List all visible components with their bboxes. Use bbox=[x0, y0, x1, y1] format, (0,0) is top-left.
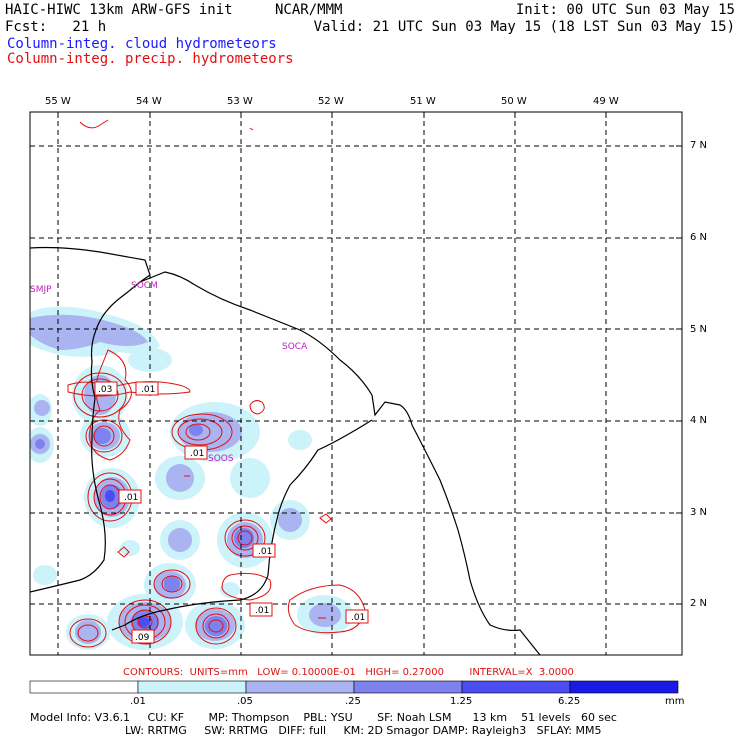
organization-label: NCAR/MMM bbox=[275, 2, 343, 18]
model-info-line2: LW: RRTMG SW: RRTMG DIFF: full KM: 2D Sm… bbox=[125, 724, 602, 737]
svg-text:.09: .09 bbox=[135, 633, 150, 643]
lon-label-53w: 53 W bbox=[227, 96, 253, 107]
contour-label: .01 bbox=[252, 543, 276, 558]
colorbar-bin-1 bbox=[137, 680, 247, 694]
field-precip-label: Column-integ. precip. hydrometeors bbox=[7, 51, 294, 67]
colorbar-bin-2 bbox=[245, 680, 355, 694]
colorbar-bin-4 bbox=[461, 680, 571, 694]
contour-label: .03 bbox=[94, 381, 118, 396]
station-socm: SOCM bbox=[131, 281, 158, 291]
lat-label-2n: 2 N bbox=[690, 598, 708, 609]
lat-label-5n: 5 N bbox=[690, 324, 708, 335]
colorbar bbox=[29, 680, 679, 694]
precip-contours bbox=[67, 119, 366, 648]
svg-text:.01: .01 bbox=[141, 385, 155, 395]
contour-value-labels: .03 .01 .01 .01 .01 .01 .09 .01 bbox=[94, 381, 369, 644]
model-info-line1: Model Info: V3.6.1 CU: KF MP: Thompson P… bbox=[30, 711, 617, 724]
latlon-grid bbox=[30, 112, 682, 655]
colorbar-tick-625: 6.25 bbox=[558, 696, 581, 707]
svg-text:.01: .01 bbox=[255, 606, 269, 616]
contour-label: .01 bbox=[184, 445, 208, 460]
svg-text:.01: .01 bbox=[190, 449, 204, 459]
map-frame bbox=[29, 111, 683, 656]
lon-label-51w: 51 W bbox=[410, 96, 436, 107]
lat-label-4n: 4 N bbox=[690, 415, 708, 426]
lat-label-7n: 7 N bbox=[690, 140, 708, 151]
svg-text:.01: .01 bbox=[351, 613, 365, 623]
svg-text:.01: .01 bbox=[258, 547, 272, 557]
contour-label: .01 bbox=[345, 609, 369, 624]
station-soca: SOCA bbox=[282, 342, 308, 352]
contour-label: .01 bbox=[249, 602, 273, 617]
colorbar-unit: mm bbox=[665, 696, 685, 707]
svg-text:.03: .03 bbox=[98, 385, 112, 395]
colorbar-bin-0 bbox=[29, 680, 139, 694]
lon-label-52w: 52 W bbox=[318, 96, 344, 107]
station-labels: SMJP SOCM SOCA SOOS bbox=[30, 281, 308, 464]
cloud-field-fill bbox=[30, 306, 353, 650]
lon-label-49w: 49 W bbox=[593, 96, 619, 107]
lon-label-55w: 55 W bbox=[45, 96, 71, 107]
field-cloud-label: Column-integ. cloud hydrometeors bbox=[7, 36, 277, 52]
contour-label: .09 bbox=[131, 629, 155, 644]
lon-label-50w: 50 W bbox=[501, 96, 527, 107]
svg-text:.01: .01 bbox=[124, 493, 138, 503]
plot-title: HAIC-HIWC 13km ARW-GFS init bbox=[5, 2, 233, 18]
lon-label-54w: 54 W bbox=[136, 96, 162, 107]
colorbar-tick-001: .01 bbox=[130, 696, 146, 707]
colorbar-tick-005: .05 bbox=[237, 696, 253, 707]
forecast-hour: Fcst: 21 h bbox=[5, 19, 107, 35]
contour-label: .01 bbox=[135, 381, 159, 396]
station-soos: SOOS bbox=[208, 454, 234, 464]
colorbar-tick-125: 1.25 bbox=[450, 696, 473, 707]
lat-label-3n: 3 N bbox=[690, 507, 708, 518]
colorbar-bin-5 bbox=[569, 680, 679, 694]
colorbar-tick-025: .25 bbox=[345, 696, 361, 707]
axis-ticks bbox=[57, 112, 682, 605]
valid-time: Valid: 21 UTC Sun 03 May 15 (18 LST Sun … bbox=[313, 19, 735, 35]
lat-label-6n: 6 N bbox=[690, 232, 708, 243]
init-time: Init: 00 UTC Sun 03 May 15 bbox=[515, 2, 735, 18]
contour-info: CONTOURS: UNITS=mm LOW= 0.10000E-01 HIGH… bbox=[123, 667, 574, 678]
contour-label: .01 bbox=[118, 489, 142, 504]
colorbar-bin-3 bbox=[353, 680, 463, 694]
station-smjp: SMJP bbox=[30, 285, 52, 295]
